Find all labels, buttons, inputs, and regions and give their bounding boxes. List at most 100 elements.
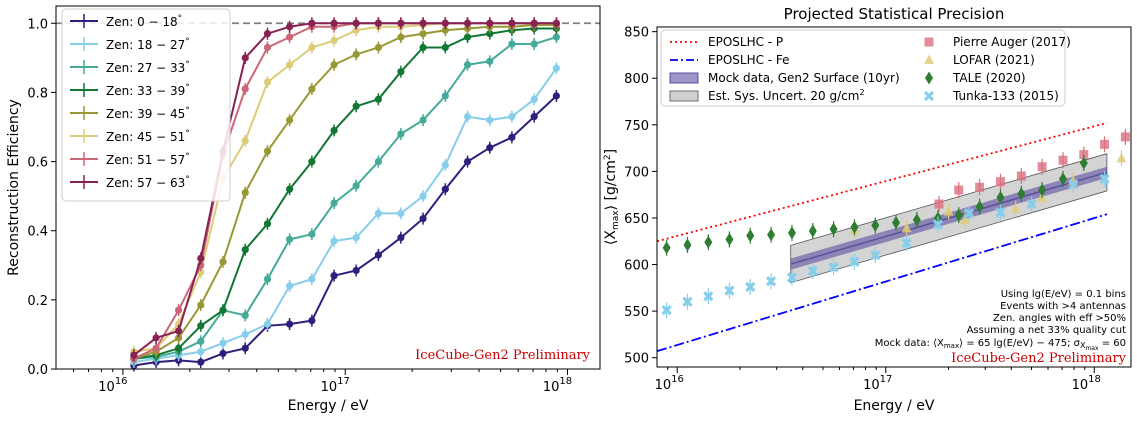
data-point bbox=[552, 92, 560, 100]
data-point bbox=[932, 219, 944, 230]
legend-label: Tunka-133 (2015) bbox=[952, 89, 1059, 103]
data-point bbox=[285, 33, 294, 41]
data-point bbox=[330, 199, 338, 207]
legend-box bbox=[660, 29, 1066, 107]
y-tick-label: 600 bbox=[624, 259, 649, 274]
data-point bbox=[530, 113, 538, 121]
y-tick-label: 0.6 bbox=[27, 156, 48, 171]
series-line bbox=[133, 27, 557, 360]
note-line: Zen. angles with eff >50% bbox=[993, 313, 1126, 324]
efficiency-chart: 0.0 0.2 0.4 0.6 0.8 1.0 1016 1017 1018 Energy / e… bbox=[6, 5, 601, 414]
marker-stroke bbox=[849, 256, 860, 267]
data-point bbox=[530, 40, 538, 48]
marker-stroke bbox=[765, 276, 777, 287]
marker-stroke bbox=[703, 291, 714, 302]
data-point bbox=[174, 327, 183, 335]
data-point bbox=[308, 19, 316, 27]
x-axis-label: Energy / eV bbox=[854, 398, 935, 414]
data-point bbox=[463, 61, 472, 69]
data-point bbox=[330, 126, 338, 135]
data-point bbox=[704, 235, 713, 249]
series-line bbox=[133, 22, 557, 356]
series-4 bbox=[130, 22, 560, 365]
data-point bbox=[530, 95, 538, 103]
data-point bbox=[850, 220, 859, 234]
data-point bbox=[308, 157, 316, 166]
data-point bbox=[352, 102, 360, 110]
note-line: Using lg(E/eV) = 0.1 bins bbox=[1001, 289, 1126, 300]
data-point bbox=[1120, 132, 1130, 142]
data-point bbox=[397, 234, 405, 242]
series-1 bbox=[130, 89, 560, 372]
data-point bbox=[808, 224, 817, 238]
data-point bbox=[397, 130, 405, 138]
y-tick-label: 650 bbox=[624, 212, 649, 227]
data-point bbox=[285, 282, 294, 290]
legend-item: Tunka-133 (2015) bbox=[923, 89, 1059, 103]
y-tick-label: 0.4 bbox=[27, 225, 48, 240]
data-point bbox=[263, 220, 272, 228]
y-tick-label: 800 bbox=[624, 72, 649, 87]
mock-formula: Mock data: ⟨Xmax⟩ = 65 lg(E/eV) − 475; σ… bbox=[875, 338, 1126, 352]
legend-label: Zen: 51 − 57° bbox=[106, 152, 190, 167]
data-point bbox=[419, 192, 427, 200]
data-point bbox=[1068, 179, 1079, 190]
legend-item: LOFAR (2021) bbox=[924, 53, 1035, 67]
data-point bbox=[374, 19, 382, 27]
legend-label: Zen: 39 − 45° bbox=[106, 106, 190, 121]
data-point bbox=[1017, 187, 1026, 201]
legend-item: Est. Sys. Uncert. 20 g/cm2 bbox=[669, 88, 865, 103]
legend-box bbox=[61, 8, 231, 202]
data-point bbox=[419, 116, 427, 124]
legend-item: TALE (2020) bbox=[925, 71, 1026, 85]
x-axis-label: Energy / eV bbox=[288, 398, 369, 414]
data-point bbox=[308, 43, 316, 52]
data-point bbox=[1038, 183, 1047, 197]
data-point bbox=[683, 238, 692, 252]
y-tick-label: 0.8 bbox=[27, 86, 48, 101]
data-point bbox=[263, 275, 272, 283]
data-point bbox=[995, 207, 1006, 218]
data-point bbox=[1010, 203, 1021, 213]
data-point bbox=[419, 30, 427, 38]
series-line bbox=[133, 24, 557, 360]
chart-title: Projected Statistical Precision bbox=[784, 5, 1005, 23]
legend-marker bbox=[923, 90, 935, 102]
data-point bbox=[530, 19, 538, 27]
legend-item: Zen: 51 − 57° bbox=[70, 152, 190, 167]
data-point bbox=[508, 133, 516, 141]
data-point bbox=[330, 61, 338, 69]
data-point bbox=[552, 64, 560, 72]
data-point bbox=[463, 113, 472, 121]
data-point bbox=[975, 200, 984, 214]
data-point bbox=[725, 232, 734, 246]
y-tick-label: 0.0 bbox=[27, 363, 48, 378]
legend-marker bbox=[924, 54, 934, 64]
data-point bbox=[352, 182, 360, 190]
data-point bbox=[441, 26, 449, 34]
data-point bbox=[703, 291, 714, 302]
data-point bbox=[954, 185, 964, 195]
data-point bbox=[828, 262, 839, 273]
marker-stroke bbox=[724, 285, 735, 296]
legend-item: Zen: 39 − 45° bbox=[70, 106, 190, 121]
data-point bbox=[960, 214, 971, 224]
data-point bbox=[508, 19, 516, 27]
data-point bbox=[807, 265, 818, 277]
data-point bbox=[152, 344, 160, 352]
data-point bbox=[263, 147, 272, 155]
legend-item: EPOSLHC - Fe bbox=[670, 53, 790, 67]
legend-label: EPOSLHC - P bbox=[708, 35, 783, 49]
legend-item: Zen: 33 − 39° bbox=[70, 83, 190, 98]
data-point bbox=[219, 349, 227, 358]
data-point bbox=[308, 230, 316, 238]
note-line: Assuming a net 33% quality cut bbox=[967, 325, 1127, 336]
data-point bbox=[486, 116, 494, 124]
data-point bbox=[330, 272, 338, 280]
data-point bbox=[241, 137, 249, 145]
data-point bbox=[996, 190, 1005, 204]
data-point bbox=[219, 258, 227, 266]
data-point bbox=[1079, 156, 1088, 170]
legend-label: Est. Sys. Uncert. 20 g/cm2 bbox=[708, 88, 865, 103]
data-point bbox=[241, 246, 249, 254]
